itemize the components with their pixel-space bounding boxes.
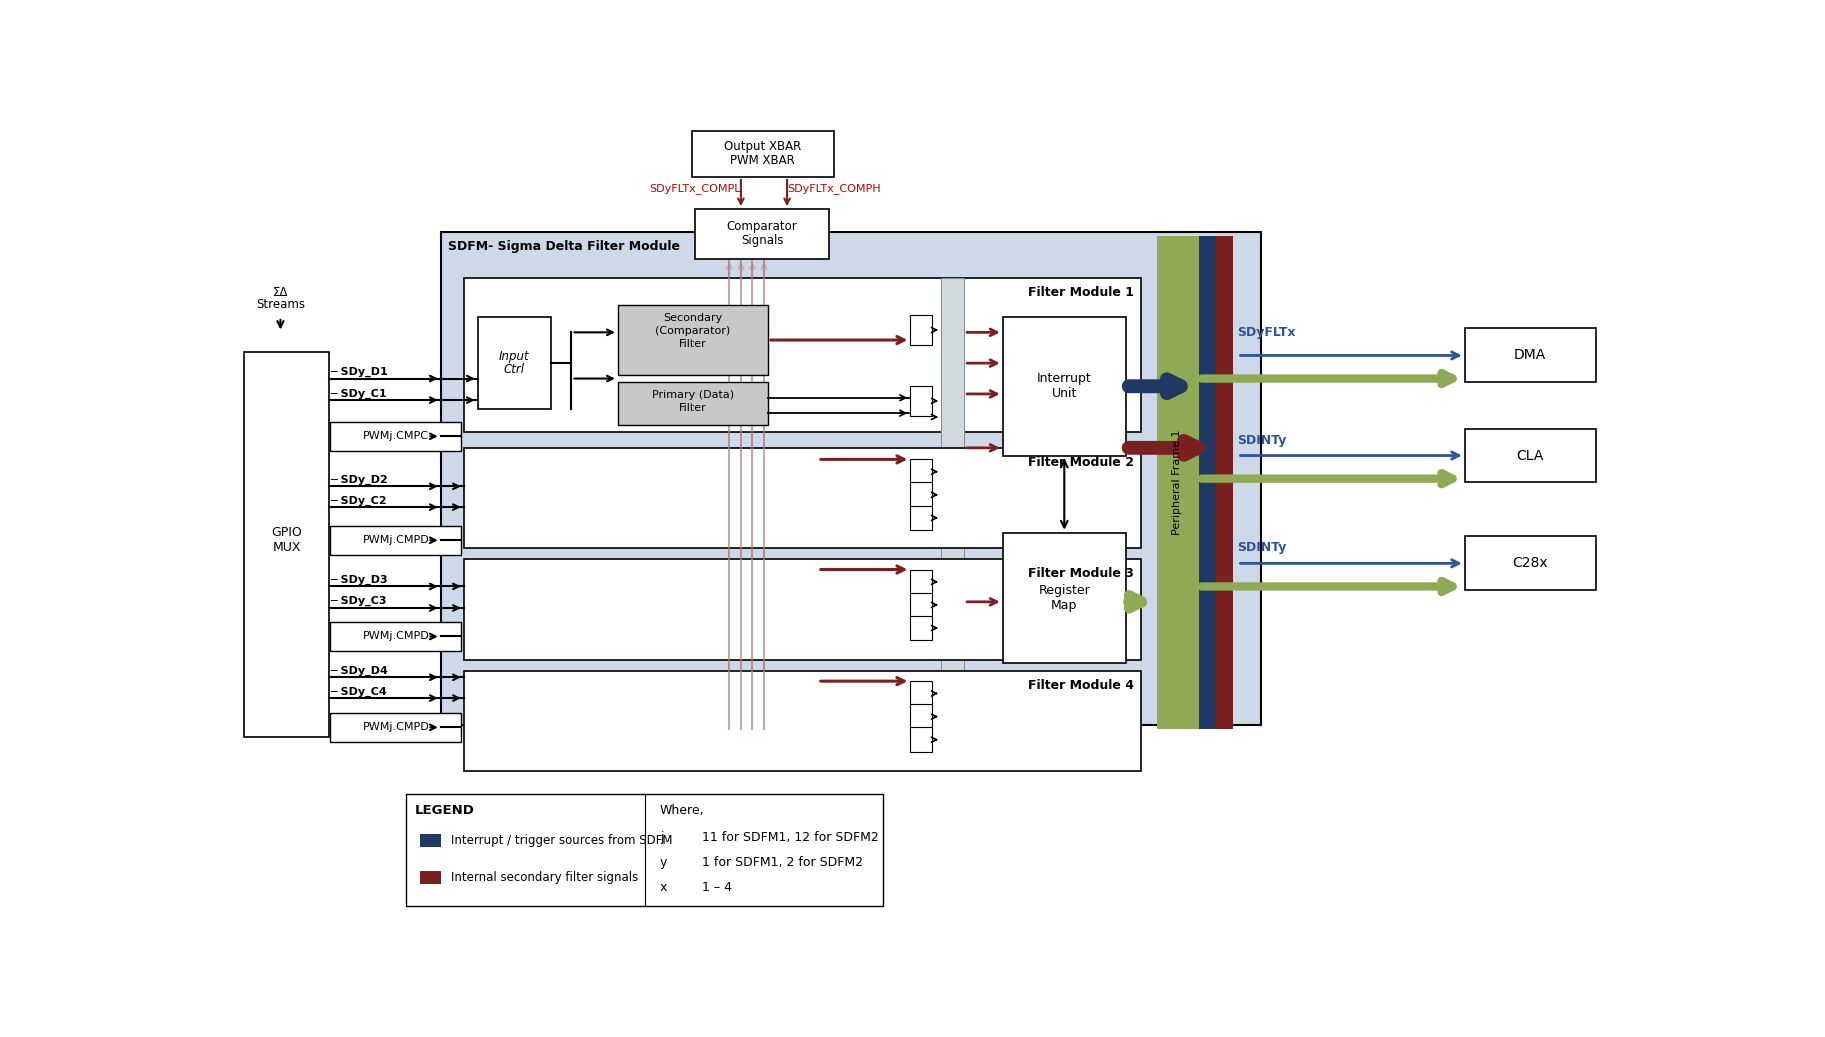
Text: ─ SDy_D4: ─ SDy_D4 (330, 666, 389, 676)
Text: SDyFLTx: SDyFLTx (1237, 326, 1296, 339)
Text: Filter: Filter (679, 403, 706, 413)
Text: Comparator: Comparator (726, 220, 798, 233)
Bar (942, 279, 964, 729)
Bar (911, 482, 933, 507)
Text: Filter Module 1: Filter Module 1 (1027, 286, 1133, 299)
Text: DMA: DMA (1515, 348, 1546, 363)
Bar (692, 131, 834, 176)
Text: Signals: Signals (741, 233, 783, 247)
Bar (330, 622, 462, 651)
Text: SDyFLTx_COMPL: SDyFLTx_COMPL (650, 183, 741, 194)
Text: PWMj.CMPC: PWMj.CMPC (363, 431, 429, 442)
Text: ─ SDy_C3: ─ SDy_C3 (330, 596, 387, 607)
Text: PWMj.CMPD: PWMj.CMPD (363, 632, 429, 642)
Text: CLA: CLA (1517, 449, 1544, 463)
Text: SDINTy: SDINTy (1237, 541, 1287, 555)
Bar (911, 727, 933, 752)
Text: ─ SDy_C4: ─ SDy_C4 (330, 686, 387, 697)
Bar (330, 422, 462, 451)
Bar (478, 317, 551, 410)
Text: 1 for SDFM1, 2 for SDFM2: 1 for SDFM1, 2 for SDFM2 (703, 856, 863, 869)
Text: PWMj.CMPD: PWMj.CMPD (363, 535, 429, 545)
Bar (1199, 236, 1215, 729)
Text: Filter Module 2: Filter Module 2 (1027, 455, 1133, 469)
Text: PWM XBAR: PWM XBAR (730, 153, 796, 167)
Text: SDFM- Sigma Delta Filter Module: SDFM- Sigma Delta Filter Module (449, 240, 681, 253)
Bar (1002, 533, 1126, 664)
Text: Interrupt / trigger sources from SDFM: Interrupt / trigger sources from SDFM (451, 834, 672, 847)
Text: GPIO: GPIO (272, 526, 301, 539)
Text: Filter Module 4: Filter Module 4 (1027, 679, 1133, 692)
Text: SDINTy: SDINTy (1237, 433, 1287, 447)
Bar (420, 871, 442, 884)
Bar (464, 279, 1141, 432)
Bar (911, 569, 933, 594)
Text: x: x (661, 880, 668, 894)
Text: ─ SDy_D3: ─ SDy_D3 (330, 574, 389, 585)
Bar (695, 209, 829, 259)
Bar (911, 506, 933, 530)
Text: SDyFLTx_COMPH: SDyFLTx_COMPH (787, 183, 881, 194)
Text: Streams: Streams (256, 298, 305, 311)
Text: LEGEND: LEGEND (414, 804, 475, 816)
Bar (440, 232, 1261, 725)
Text: Ctrl: Ctrl (504, 363, 524, 375)
Text: Input: Input (498, 351, 529, 364)
Bar (617, 305, 768, 374)
Text: Register: Register (1038, 584, 1090, 596)
Text: MUX: MUX (272, 541, 301, 555)
Bar (464, 448, 1141, 548)
Bar (911, 704, 933, 729)
Text: (Comparator): (Comparator) (655, 327, 730, 336)
Text: Secondary: Secondary (662, 313, 723, 324)
Text: Filter: Filter (679, 339, 706, 349)
Bar (1465, 536, 1595, 590)
Text: Unit: Unit (1051, 388, 1077, 400)
Bar (911, 459, 933, 484)
Text: Peripheral Frame 1: Peripheral Frame 1 (1172, 429, 1183, 535)
Text: 11 for SDFM1, 12 for SDFM2: 11 for SDFM1, 12 for SDFM2 (703, 832, 880, 844)
Bar (617, 383, 768, 425)
Text: ΣΔ: ΣΔ (272, 286, 288, 299)
Bar (330, 712, 462, 742)
Text: Map: Map (1051, 599, 1077, 612)
Bar (464, 560, 1141, 660)
Bar (330, 526, 462, 555)
Bar (1157, 236, 1199, 729)
Text: C28x: C28x (1513, 556, 1548, 570)
Bar (911, 681, 933, 706)
Text: j: j (661, 832, 664, 844)
Text: Output XBAR: Output XBAR (725, 140, 801, 152)
Text: ─ SDy_C1: ─ SDy_C1 (330, 388, 387, 398)
Text: 1 – 4: 1 – 4 (703, 880, 732, 894)
Text: Interrupt: Interrupt (1037, 372, 1091, 385)
Bar (911, 616, 933, 640)
Bar (1002, 317, 1126, 455)
Text: Primary (Data): Primary (Data) (652, 390, 734, 400)
Bar (420, 835, 442, 846)
Text: PWMj.CMPD: PWMj.CMPD (363, 723, 429, 732)
Bar (911, 315, 933, 344)
Text: Where,: Where, (661, 804, 704, 816)
Bar (1465, 329, 1595, 383)
Bar (911, 386, 933, 416)
Text: Filter Module 3: Filter Module 3 (1027, 567, 1133, 580)
Bar (405, 794, 883, 906)
Bar (464, 671, 1141, 772)
Bar (911, 592, 933, 617)
Text: ─ SDy_D1: ─ SDy_D1 (330, 367, 389, 377)
Text: Internal secondary filter signals: Internal secondary filter signals (451, 871, 639, 884)
Text: ─ SDy_D2: ─ SDy_D2 (330, 475, 389, 485)
Text: ─ SDy_C2: ─ SDy_C2 (330, 496, 387, 506)
Bar (245, 352, 328, 736)
Bar (1215, 236, 1234, 729)
Text: y: y (661, 856, 668, 869)
Bar (1465, 428, 1595, 482)
